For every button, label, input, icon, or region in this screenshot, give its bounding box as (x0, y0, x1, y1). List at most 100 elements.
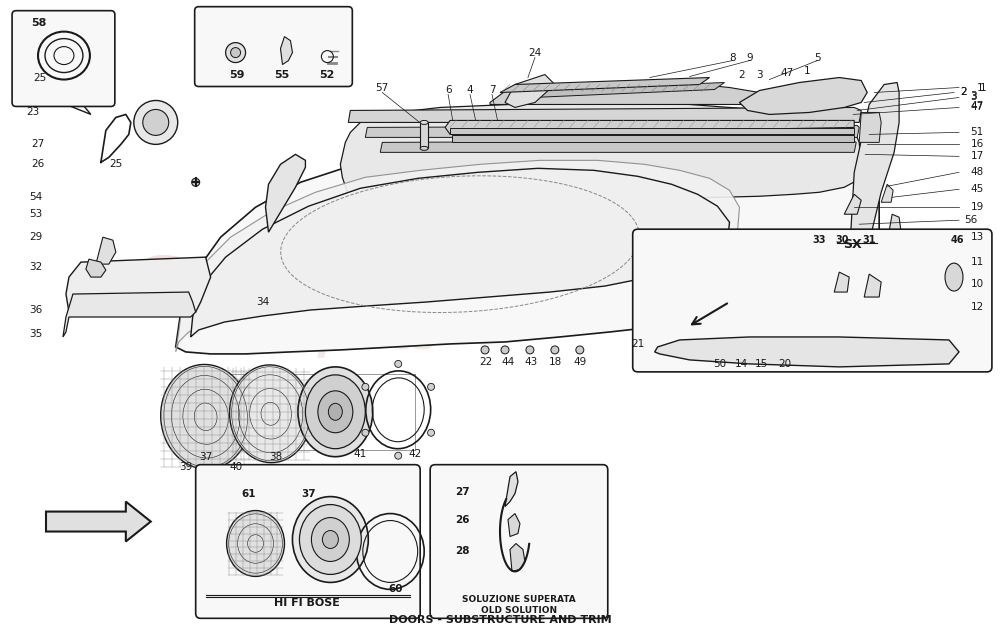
Circle shape (362, 429, 369, 436)
Text: 33: 33 (813, 235, 826, 245)
Text: 16: 16 (971, 140, 984, 149)
Polygon shape (859, 112, 881, 142)
Text: OLD SOLUTION: OLD SOLUTION (481, 606, 557, 615)
Text: 3: 3 (970, 92, 977, 102)
Text: 49: 49 (573, 357, 586, 367)
Polygon shape (340, 102, 861, 207)
Text: 14: 14 (735, 359, 748, 369)
Text: 11: 11 (971, 257, 984, 267)
Text: 25: 25 (33, 73, 46, 83)
Text: DOORS - SUBSTRUCTURE AND TRIM: DOORS - SUBSTRUCTURE AND TRIM (389, 616, 611, 625)
Polygon shape (420, 123, 428, 149)
Circle shape (768, 334, 775, 341)
Text: 47: 47 (781, 68, 794, 78)
Text: 47: 47 (971, 102, 984, 111)
Text: 57: 57 (376, 83, 389, 92)
Circle shape (576, 346, 584, 354)
Text: 31: 31 (862, 235, 876, 245)
Text: 43: 43 (524, 357, 538, 367)
Polygon shape (66, 257, 211, 312)
Polygon shape (887, 214, 901, 242)
Polygon shape (505, 75, 555, 107)
Polygon shape (86, 259, 106, 277)
Text: 4: 4 (467, 85, 473, 95)
Text: 20: 20 (778, 359, 791, 369)
Ellipse shape (161, 365, 251, 469)
Polygon shape (635, 304, 660, 327)
Ellipse shape (945, 263, 963, 291)
Ellipse shape (305, 375, 365, 449)
Text: 54: 54 (29, 192, 42, 202)
Circle shape (226, 42, 246, 63)
Circle shape (721, 334, 728, 341)
Text: 46: 46 (950, 235, 964, 245)
Text: HI FI BOSE: HI FI BOSE (274, 599, 340, 609)
Polygon shape (280, 37, 292, 64)
Text: 34: 34 (256, 297, 269, 307)
FancyBboxPatch shape (196, 465, 420, 618)
Text: 55: 55 (274, 70, 289, 80)
Text: 2: 2 (960, 87, 967, 97)
Text: 52: 52 (319, 70, 334, 80)
Polygon shape (747, 234, 781, 252)
Text: 50: 50 (713, 359, 726, 369)
Circle shape (701, 334, 708, 341)
Polygon shape (348, 107, 861, 123)
Polygon shape (266, 154, 305, 232)
Text: 25: 25 (109, 159, 122, 169)
Polygon shape (452, 135, 854, 142)
Polygon shape (881, 185, 893, 202)
Text: 1: 1 (977, 83, 984, 92)
Ellipse shape (227, 511, 284, 576)
Text: 17: 17 (971, 151, 984, 161)
Circle shape (526, 346, 534, 354)
Text: scuderia: scuderia (134, 235, 547, 319)
Text: 51: 51 (971, 128, 984, 137)
Polygon shape (844, 83, 899, 347)
Text: carparts: carparts (243, 316, 438, 358)
Ellipse shape (420, 121, 428, 125)
Text: 3: 3 (756, 70, 763, 80)
Circle shape (192, 178, 200, 186)
Text: 26: 26 (31, 159, 44, 169)
Text: 47: 47 (971, 102, 984, 112)
Ellipse shape (311, 518, 349, 561)
Text: 45: 45 (971, 185, 984, 194)
Text: 21: 21 (631, 339, 644, 349)
Text: 13: 13 (971, 232, 984, 242)
Text: 7: 7 (489, 85, 495, 95)
Ellipse shape (318, 391, 353, 433)
Polygon shape (46, 502, 151, 542)
Text: 58: 58 (31, 18, 47, 28)
FancyBboxPatch shape (633, 229, 992, 372)
Text: 42: 42 (409, 449, 422, 459)
Circle shape (481, 346, 489, 354)
Text: 18: 18 (549, 357, 563, 367)
Text: 6: 6 (445, 85, 451, 95)
Polygon shape (191, 168, 729, 337)
Text: 35: 35 (29, 329, 42, 339)
Circle shape (362, 384, 369, 391)
Text: 5: 5 (814, 52, 821, 63)
Circle shape (143, 109, 169, 135)
Text: 2: 2 (738, 70, 745, 80)
Text: 23: 23 (26, 107, 39, 118)
Text: 37: 37 (301, 489, 316, 499)
Text: 15: 15 (755, 359, 768, 369)
Text: 28: 28 (455, 547, 469, 557)
Circle shape (428, 429, 435, 436)
Text: 60: 60 (388, 585, 402, 595)
Text: 48: 48 (971, 167, 984, 178)
Polygon shape (380, 140, 856, 152)
Circle shape (105, 94, 113, 102)
Text: 38: 38 (269, 452, 282, 462)
Text: 36: 36 (29, 305, 42, 315)
Text: 30: 30 (835, 235, 849, 245)
Circle shape (501, 346, 509, 354)
FancyBboxPatch shape (430, 465, 608, 618)
Polygon shape (500, 78, 710, 92)
FancyBboxPatch shape (12, 11, 115, 106)
Ellipse shape (420, 147, 428, 150)
Ellipse shape (230, 365, 311, 463)
Text: 41: 41 (354, 449, 367, 459)
